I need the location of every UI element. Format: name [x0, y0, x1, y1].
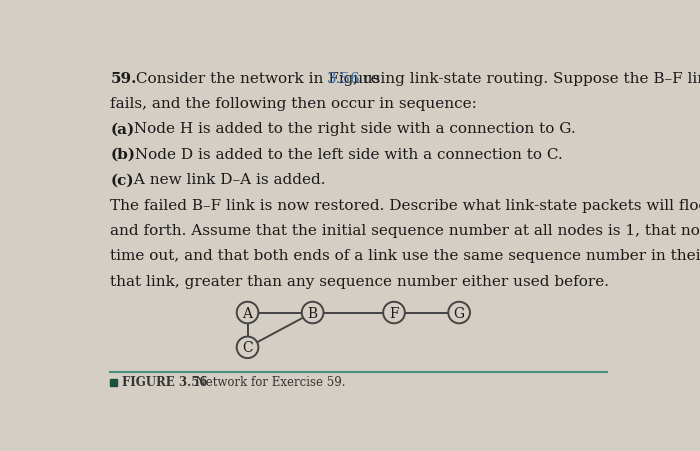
- Text: Network for Exercise 59.: Network for Exercise 59.: [188, 375, 345, 388]
- Text: 3.56: 3.56: [328, 71, 361, 85]
- Text: time out, and that both ends of a link use the same sequence number in their LSP: time out, and that both ends of a link u…: [111, 249, 700, 263]
- Text: F: F: [389, 306, 399, 320]
- Text: (c): (c): [111, 173, 134, 187]
- Text: B: B: [307, 306, 318, 320]
- Text: Node D is added to the left side with a connection to C.: Node D is added to the left side with a …: [130, 147, 562, 161]
- Text: C: C: [242, 341, 253, 354]
- Text: Consider the network in Figure: Consider the network in Figure: [131, 71, 384, 85]
- Text: that link, greater than any sequence number either used before.: that link, greater than any sequence num…: [111, 274, 609, 288]
- Text: fails, and the following then occur in sequence:: fails, and the following then occur in s…: [111, 97, 477, 111]
- Text: 59.: 59.: [111, 71, 136, 85]
- Text: and forth. Assume that the initial sequence number at all nodes is 1, that no pa: and forth. Assume that the initial seque…: [111, 224, 700, 238]
- Text: The failed B–F link is now restored. Describe what link-state packets will flood: The failed B–F link is now restored. Des…: [111, 198, 700, 212]
- Text: A: A: [242, 306, 253, 320]
- Ellipse shape: [237, 337, 258, 358]
- Text: (b): (b): [111, 147, 135, 161]
- Ellipse shape: [383, 302, 405, 323]
- Text: (a): (a): [111, 122, 134, 136]
- Text: G: G: [454, 306, 465, 320]
- Text: A new link D–A is added.: A new link D–A is added.: [129, 173, 325, 187]
- Ellipse shape: [237, 302, 258, 323]
- Text: FIGURE 3.56: FIGURE 3.56: [122, 375, 207, 388]
- Ellipse shape: [448, 302, 470, 323]
- Text: , using link-state routing. Suppose the B–F link: , using link-state routing. Suppose the …: [354, 71, 700, 85]
- Ellipse shape: [302, 302, 323, 323]
- Text: Node H is added to the right side with a connection to G.: Node H is added to the right side with a…: [129, 122, 576, 136]
- FancyBboxPatch shape: [111, 379, 118, 387]
